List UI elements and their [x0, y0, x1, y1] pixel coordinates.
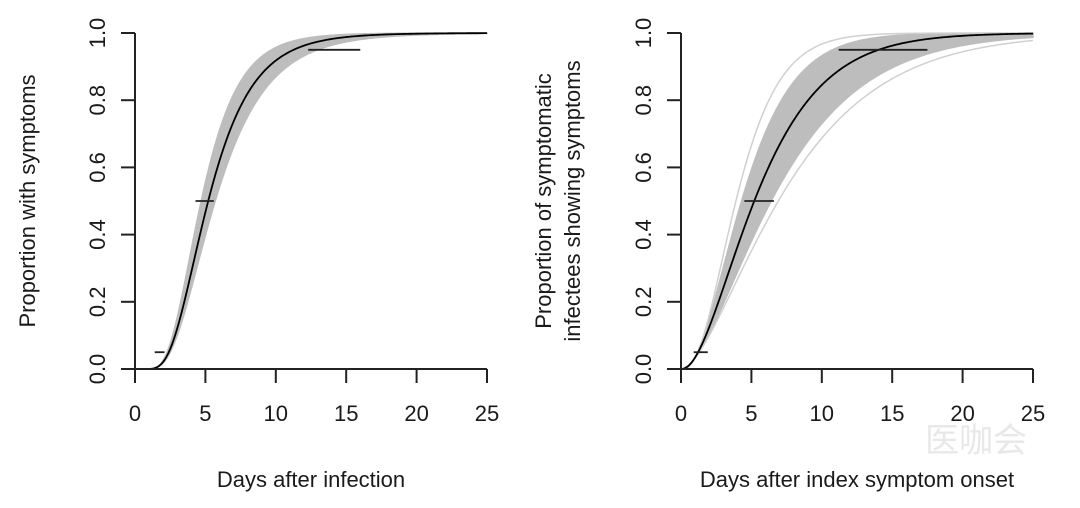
- y-axis-title-left: Proportion with symptoms: [15, 74, 40, 327]
- x-tick-label: 25: [1021, 401, 1045, 426]
- right-panel: 0 5 10 15 20 25 0.0 0.2 0.4 0.6 0.8 1.0: [631, 18, 1045, 426]
- x-tick-label: 5: [745, 401, 757, 426]
- y-tick-label: 0.6: [85, 152, 110, 183]
- y-tick-label: 0.0: [85, 354, 110, 385]
- central-estimate-line: [680, 32, 1034, 370]
- outer-sample-line-upper: [680, 32, 1033, 370]
- watermark: 医咖会: [925, 421, 1027, 461]
- y-tick-label: 0.8: [631, 85, 656, 116]
- central-estimate-line: [135, 32, 488, 370]
- x-axis-title-right: Days after index symptom onset: [700, 467, 1014, 492]
- y-axis-title-right-line2: infectees showing symptoms: [560, 60, 585, 341]
- x-tick-label: 0: [129, 401, 141, 426]
- left-panel: 0 5 10 15 20 25 0.0 0.2 0.4 0.6 0.8 1.0: [85, 18, 499, 426]
- y-tick-label: 0.2: [85, 287, 110, 318]
- x-tick-label: 10: [810, 401, 834, 426]
- x-tick-label: 15: [880, 401, 904, 426]
- y-tick-label: 0.0: [631, 354, 656, 385]
- y-tick-label: 0.4: [631, 219, 656, 250]
- x-tick-label: 5: [199, 401, 211, 426]
- x-tick-label: 20: [404, 401, 428, 426]
- x-tick-label: 0: [675, 401, 687, 426]
- x-tick-label: 10: [264, 401, 288, 426]
- x-tick-label: 20: [950, 401, 974, 426]
- y-tick-label: 0.4: [85, 219, 110, 250]
- y-tick-label: 1.0: [631, 18, 656, 49]
- uncertainty-band: [135, 32, 488, 370]
- uncertainty-band: [680, 32, 1034, 370]
- y-tick-label: 0.8: [85, 85, 110, 116]
- y-axis-title-right-line1: Proportion of symptomatic: [531, 73, 556, 329]
- y-tick-label: 0.2: [631, 287, 656, 318]
- y-tick-label: 0.6: [631, 152, 656, 183]
- x-tick-label: 25: [475, 401, 499, 426]
- x-tick-label: 15: [334, 401, 358, 426]
- y-tick-label: 1.0: [85, 18, 110, 49]
- x-axis-title-left: Days after infection: [217, 467, 405, 492]
- outer-sample-line-lower: [680, 39, 1034, 370]
